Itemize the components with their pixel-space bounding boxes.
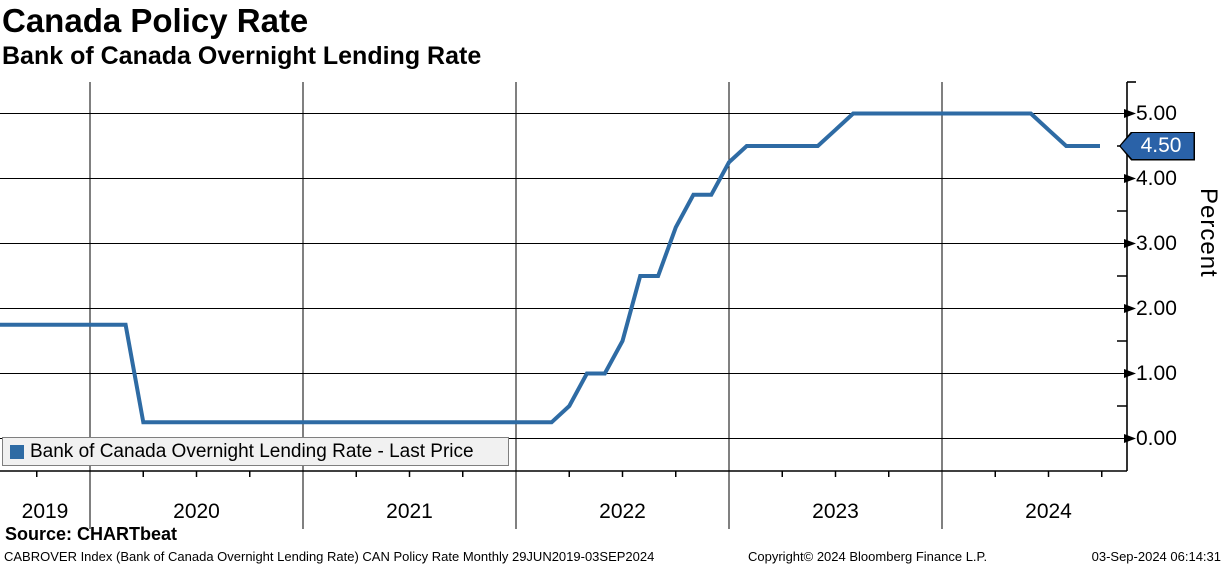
y-axis-tick-label: 5.00 bbox=[1136, 101, 1177, 125]
y-axis-tick-label: 2.00 bbox=[1136, 296, 1177, 320]
last-price-badge-fill: 4.50 bbox=[1120, 133, 1194, 159]
y-axis-tick-label: 3.00 bbox=[1136, 231, 1177, 255]
x-axis-year-label: 2023 bbox=[812, 500, 859, 523]
y-tick-arrow-icon bbox=[1124, 434, 1136, 443]
footnote-description: CABROVER Index (Bank of Canada Overnight… bbox=[4, 549, 655, 564]
y-tick-arrow-icon bbox=[1124, 304, 1136, 313]
x-axis-year-label: 2024 bbox=[1025, 500, 1072, 523]
page-title: Canada Policy Rate bbox=[2, 2, 309, 39]
x-axis-year-label: 2022 bbox=[599, 500, 646, 523]
y-axis-tick-label: 4.00 bbox=[1136, 166, 1177, 190]
footnote-timestamp: 03-Sep-2024 06:14:31 bbox=[1091, 549, 1221, 564]
y-tick-arrow-icon bbox=[1124, 174, 1136, 183]
y-axis-title: Percent bbox=[1195, 188, 1222, 278]
footnote-copyright: Copyright© 2024 Bloomberg Finance L.P. bbox=[748, 549, 988, 564]
rate-line-series bbox=[0, 111, 1100, 425]
y-axis-tick-label: 0.00 bbox=[1136, 426, 1177, 450]
last-price-badge[interactable]: 4.50 bbox=[1119, 131, 1195, 161]
y-axis-tick-label: 1.00 bbox=[1136, 361, 1177, 385]
last-price-value: 4.50 bbox=[1140, 134, 1182, 157]
legend-series-label: Bank of Canada Overnight Lending Rate - … bbox=[30, 440, 474, 462]
source-line: Source: CHARTbeat bbox=[5, 524, 178, 544]
x-axis-year-label: 2020 bbox=[173, 500, 220, 523]
x-axis-year-label: 2021 bbox=[386, 500, 433, 523]
y-tick-arrow-icon bbox=[1124, 239, 1136, 248]
series-marker-icon bbox=[10, 444, 24, 459]
y-tick-arrow-icon bbox=[1124, 369, 1136, 378]
y-tick-arrow-icon bbox=[1124, 109, 1136, 118]
page-subtitle: Bank of Canada Overnight Lending Rate bbox=[2, 42, 482, 70]
legend-box[interactable]: Bank of Canada Overnight Lending Rate - … bbox=[2, 437, 509, 466]
x-axis-year-label: 2019 bbox=[21, 500, 69, 523]
